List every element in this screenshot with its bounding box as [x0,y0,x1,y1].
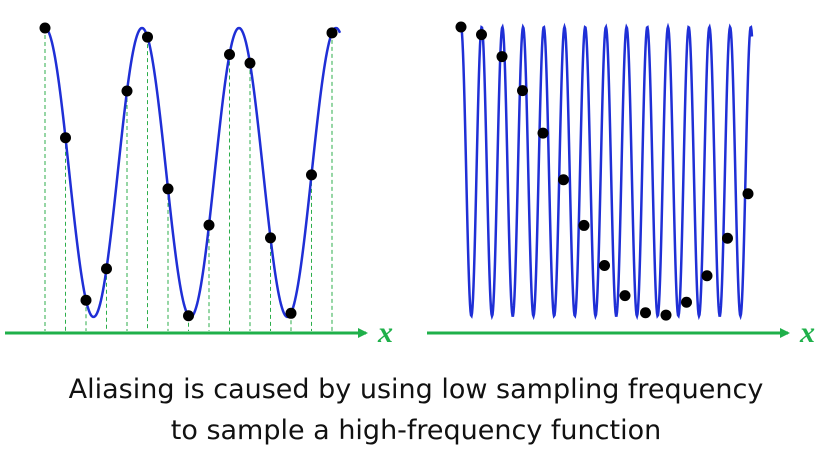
left-panel: x [5,22,393,349]
sample-point [701,270,713,282]
sample-point [599,259,610,271]
sample-point [121,85,133,97]
right-sample-points [455,21,754,321]
sample-point [203,219,215,231]
sample-point [578,219,590,231]
sample-point [742,188,754,200]
sample-point [244,57,256,69]
sample-point [183,310,194,322]
right-x-axis-label: x [799,316,815,349]
sample-point [517,85,528,97]
caption-line-2: to sample a high-frequency function [170,415,662,446]
sample-point [142,31,153,43]
sample-point [640,307,651,319]
sample-point [619,290,631,302]
sample-point [101,263,112,275]
sample-point [558,174,569,186]
sample-point [39,22,51,34]
caption-line-1: Aliasing is caused by using low sampling… [68,374,764,405]
left-x-axis-label: x [377,316,393,349]
sample-point [306,169,317,181]
sample-point [224,49,235,61]
sample-point [80,294,92,306]
sample-point [681,296,692,308]
left-sample-lines [44,28,333,331]
left-wave-curve [44,26,342,319]
right-wave-curve [459,22,754,321]
sample-point [660,309,672,321]
sample-point [537,127,549,139]
sample-point [285,307,297,319]
sample-point [326,27,338,39]
sample-point [60,132,71,144]
left-sample-points [39,22,338,322]
sample-point [265,232,276,244]
right-panel: x [427,21,815,349]
sample-point [162,183,174,195]
sample-point [476,29,487,41]
sample-point [455,21,467,33]
sample-point [496,51,508,63]
sample-point [722,232,733,244]
